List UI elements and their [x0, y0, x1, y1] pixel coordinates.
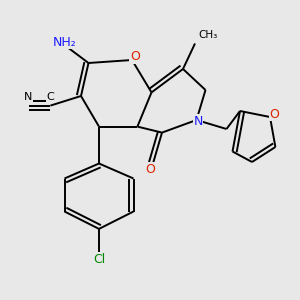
Text: N: N: [193, 115, 203, 128]
Text: C: C: [46, 92, 54, 102]
Text: N: N: [24, 92, 33, 102]
Text: O: O: [270, 107, 279, 121]
Text: NH₂: NH₂: [52, 35, 76, 49]
Text: CH₃: CH₃: [198, 31, 217, 40]
Text: O: O: [145, 163, 155, 176]
Text: O: O: [130, 50, 140, 64]
Text: Cl: Cl: [93, 253, 105, 266]
